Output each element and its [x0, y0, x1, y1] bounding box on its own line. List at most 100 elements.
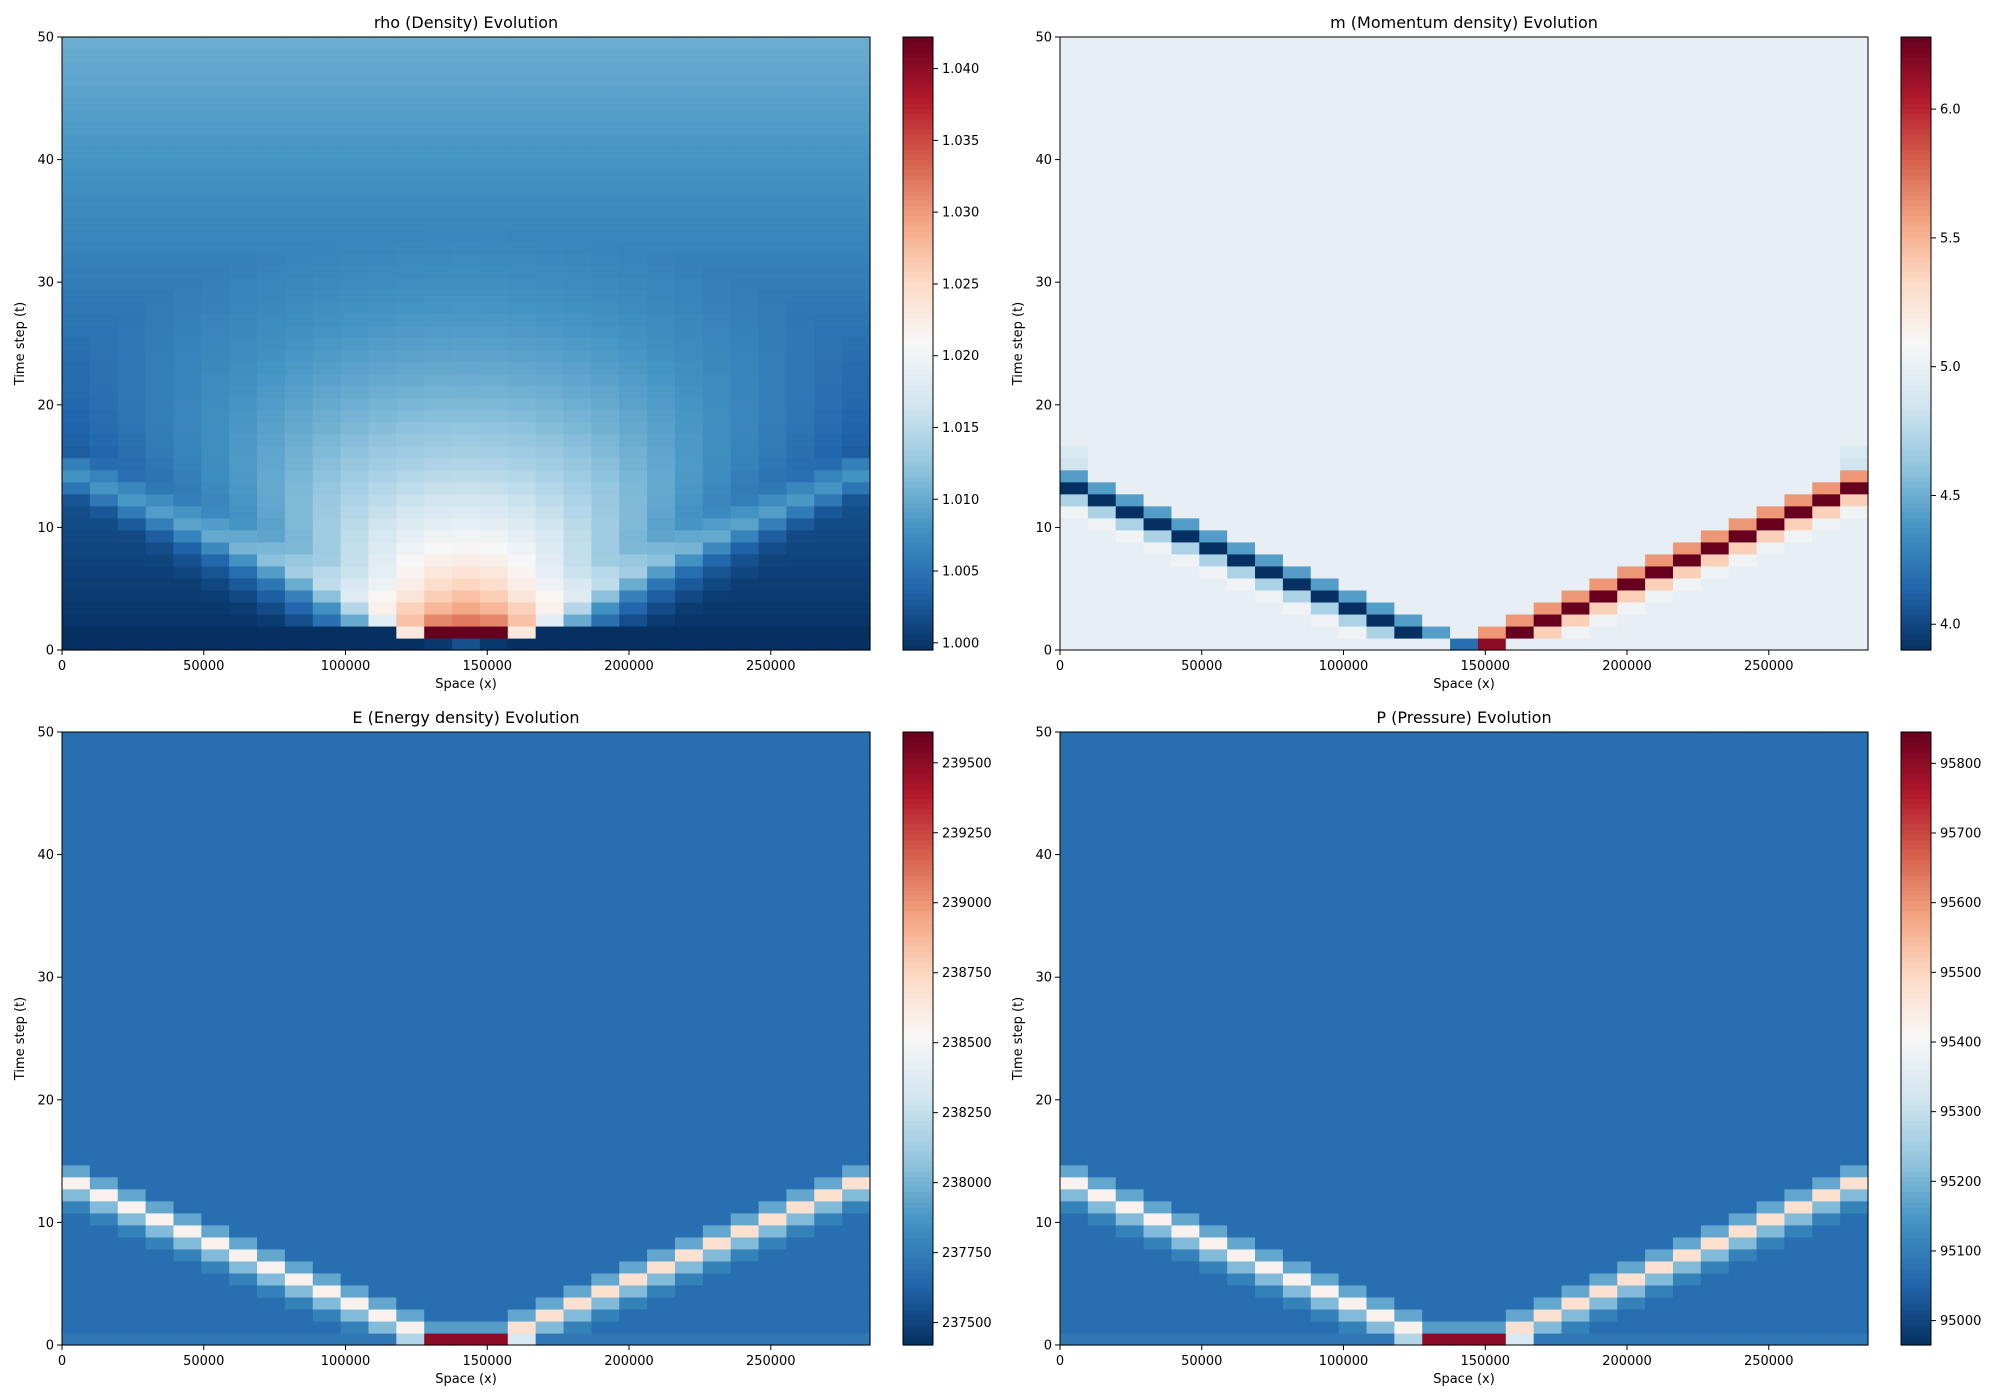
heatmap-cell — [758, 217, 788, 230]
heatmap-cell — [1227, 349, 1256, 363]
colorbar-segment — [903, 1089, 933, 1096]
heatmap-cell — [1310, 193, 1340, 206]
heatmap-cell — [62, 37, 91, 50]
heatmap-cell — [1756, 49, 1786, 62]
heatmap-cell — [842, 852, 871, 865]
heatmap-cell — [563, 73, 592, 86]
heatmap-cell — [229, 385, 258, 399]
heatmap-cell — [1617, 577, 1646, 591]
heatmap-cell — [674, 517, 704, 531]
heatmap-cell — [229, 1296, 258, 1310]
heatmap-cell — [173, 1008, 202, 1022]
heatmap-cell — [1338, 349, 1368, 363]
heatmap-cell — [1115, 253, 1145, 266]
heatmap-cell — [591, 1116, 620, 1130]
heatmap-cell — [1645, 577, 1674, 591]
heatmap-cell — [1450, 313, 1479, 327]
heatmap-cell — [89, 577, 119, 591]
colorbar-segment — [1901, 512, 1931, 518]
heatmap-cell — [535, 529, 565, 543]
heatmap-cell — [1533, 1320, 1563, 1334]
heatmap-cell — [89, 241, 119, 254]
heatmap-cell — [368, 601, 397, 615]
heatmap-cell — [1840, 277, 1869, 291]
heatmap-cell — [1728, 1320, 1758, 1334]
heatmap-cell — [1728, 349, 1758, 363]
heatmap-cell — [730, 577, 760, 591]
heatmap-cell — [145, 517, 175, 531]
heatmap-cell — [173, 529, 202, 543]
heatmap-cell — [201, 1068, 230, 1082]
heatmap-cell — [117, 1104, 147, 1118]
heatmap-cell — [201, 457, 230, 471]
heatmap-cell — [674, 289, 704, 303]
heatmap-cell — [647, 325, 676, 339]
heatmap-cell — [730, 960, 760, 973]
heatmap-cell — [814, 1068, 843, 1082]
heatmap-cell — [368, 1068, 397, 1082]
heatmap-cell — [563, 1152, 592, 1166]
heatmap-cell — [674, 325, 704, 339]
heatmap-cell — [1617, 493, 1646, 507]
heatmap-cell — [1115, 241, 1145, 254]
heatmap-cell — [1199, 229, 1228, 242]
heatmap-cell — [814, 181, 843, 194]
heatmap-cell — [702, 1104, 732, 1118]
heatmap-cell — [619, 217, 648, 230]
heatmap-cell — [368, 421, 397, 435]
heatmap-cell — [563, 1308, 592, 1322]
heatmap-cell — [452, 397, 481, 411]
heatmap-cell — [535, 1200, 565, 1214]
heatmap-cell — [340, 1032, 370, 1046]
heatmap-cell — [1840, 349, 1869, 363]
heatmap-cell — [1338, 157, 1368, 170]
heatmap-cell — [730, 732, 760, 745]
colorbar-segment — [1901, 481, 1931, 488]
heatmap-cell — [1505, 337, 1535, 351]
heatmap-cell — [1199, 469, 1228, 483]
heatmap-cell — [1087, 49, 1117, 62]
heatmap-cell — [452, 145, 481, 158]
heatmap-cell — [674, 109, 704, 122]
heatmap-cell — [1645, 205, 1674, 218]
heatmap-cell — [647, 205, 676, 218]
heatmap-cell — [842, 577, 871, 591]
heatmap-cell — [1310, 589, 1340, 603]
heatmap-cell — [1672, 577, 1702, 591]
heatmap-cell — [563, 912, 592, 925]
heatmap-cell — [62, 1272, 91, 1286]
heatmap-cell — [1060, 409, 1089, 423]
colorbar-segment — [903, 803, 933, 810]
heatmap-cell — [786, 217, 815, 230]
heatmap-cell — [1087, 61, 1117, 74]
heatmap-cell — [1227, 109, 1256, 122]
heatmap-cell — [312, 936, 342, 949]
heatmap-cell — [1700, 445, 1730, 459]
heatmap-cell — [284, 1032, 314, 1046]
heatmap-cell — [1171, 241, 1200, 254]
heatmap-cell — [1561, 121, 1590, 134]
heatmap-cell — [229, 1152, 258, 1166]
colorbar-segment — [903, 190, 933, 196]
heatmap-cell — [145, 852, 175, 865]
colorbar-segment — [903, 1115, 933, 1121]
heatmap-cell — [89, 1164, 119, 1178]
heatmap-cell — [396, 1284, 425, 1298]
heatmap-cell — [786, 325, 815, 339]
heatmap-cell — [786, 97, 815, 110]
heatmap-cell — [340, 1284, 370, 1298]
heatmap-cell — [173, 37, 202, 50]
heatmap-cell — [702, 505, 732, 519]
heatmap-cell — [340, 1176, 370, 1190]
heatmap-cell — [758, 972, 788, 986]
heatmap-cell — [145, 1284, 175, 1298]
heatmap-cell — [424, 768, 453, 781]
heatmap-cell — [145, 1008, 175, 1022]
colorbar-segment — [1901, 634, 1931, 641]
heatmap-cell — [201, 1152, 230, 1166]
heatmap-cell — [1199, 445, 1228, 459]
heatmap-cell — [1310, 577, 1340, 591]
heatmap-cell — [702, 601, 732, 615]
heatmap-cell — [1672, 61, 1702, 74]
